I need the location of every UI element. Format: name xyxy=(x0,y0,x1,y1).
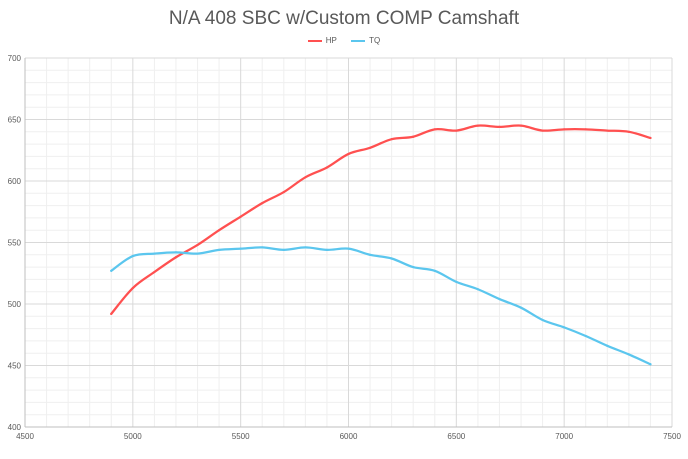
legend-swatch-tq xyxy=(351,39,366,42)
data-point-tq xyxy=(282,248,285,251)
data-point-hp xyxy=(282,190,285,194)
data-point-tq xyxy=(649,363,652,366)
data-point-hp xyxy=(606,129,609,132)
data-point-tq xyxy=(433,269,436,272)
data-point-hp xyxy=(131,286,134,290)
data-point-hp xyxy=(174,256,178,259)
tick-labels: 4500 5000 5500 6000 6500 7000 7500 400 450 500 550… xyxy=(8,54,682,441)
x-tick-label: 5000 xyxy=(124,432,142,441)
data-point-hp xyxy=(433,128,436,131)
data-point-tq xyxy=(325,248,329,251)
y-tick-label: 550 xyxy=(8,239,22,248)
data-point-hp xyxy=(541,129,544,132)
legend: HP TQ xyxy=(0,36,688,45)
data-point-tq xyxy=(174,251,178,254)
data-point-hp xyxy=(584,128,587,131)
data-point-tq xyxy=(153,252,156,255)
y-tick-label: 400 xyxy=(8,423,22,432)
data-point-hp xyxy=(649,136,652,140)
data-point-tq xyxy=(519,306,523,309)
data-point-hp xyxy=(563,128,566,131)
major-grid xyxy=(24,57,673,428)
data-point-tq xyxy=(584,334,587,338)
legend-item-hp: HP xyxy=(307,36,337,45)
x-tick-label: 6000 xyxy=(340,432,358,441)
data-point-hp xyxy=(239,215,242,218)
data-point-tq xyxy=(606,344,609,347)
data-point-hp xyxy=(153,270,156,274)
y-tick-label: 600 xyxy=(8,177,22,186)
data-point-tq xyxy=(627,353,630,356)
data-point-hp xyxy=(218,229,221,232)
x-tick-label: 5500 xyxy=(232,432,250,441)
legend-swatch-hp xyxy=(307,39,322,42)
series-hp xyxy=(110,124,652,315)
x-tick-label: 6500 xyxy=(447,432,465,441)
data-point-tq xyxy=(347,247,350,250)
data-point-tq xyxy=(498,297,501,301)
series-tq xyxy=(110,246,652,366)
data-point-tq xyxy=(390,257,393,260)
data-point-hp xyxy=(455,129,458,132)
data-point-hp xyxy=(498,125,501,128)
x-tick-label: 4500 xyxy=(16,432,34,441)
legend-item-tq: TQ xyxy=(351,36,380,45)
data-point-tq xyxy=(476,288,479,291)
data-point-tq xyxy=(218,248,221,251)
data-point-hp xyxy=(627,130,630,133)
x-tick-label: 7000 xyxy=(555,432,573,441)
y-tick-label: 450 xyxy=(8,362,22,371)
data-point-hp xyxy=(412,135,415,138)
data-point-hp xyxy=(325,166,329,169)
y-tick-label: 650 xyxy=(8,116,22,125)
series-line-tq xyxy=(110,246,652,366)
data-point-tq xyxy=(196,252,199,255)
data-point-hp xyxy=(347,152,350,156)
series-layer xyxy=(110,124,652,366)
data-point-tq xyxy=(261,246,264,249)
data-point-hp xyxy=(196,243,199,247)
data-point-hp xyxy=(390,138,393,141)
data-point-hp xyxy=(261,202,264,205)
data-point-hp xyxy=(110,312,113,315)
x-tick-label: 7500 xyxy=(663,432,681,441)
data-point-tq xyxy=(304,246,307,249)
data-point-tq xyxy=(131,254,134,258)
axis-frame xyxy=(24,58,672,428)
data-point-tq xyxy=(541,318,544,322)
data-point-hp xyxy=(476,124,479,127)
data-point-hp xyxy=(368,146,372,149)
legend-label-hp: HP xyxy=(325,36,337,45)
y-tick-label: 700 xyxy=(8,54,22,63)
y-tick-label: 500 xyxy=(8,300,22,309)
data-point-tq xyxy=(412,266,415,269)
data-point-hp xyxy=(519,124,523,127)
legend-label-tq: TQ xyxy=(369,36,381,45)
data-point-tq xyxy=(239,247,242,250)
chart-title: N/A 408 SBC w/Custom COMP Camshaft xyxy=(168,8,520,29)
data-point-tq xyxy=(563,326,566,329)
data-point-tq xyxy=(455,280,458,283)
data-point-hp xyxy=(304,176,307,179)
data-point-tq xyxy=(110,269,113,272)
series-line-hp xyxy=(110,124,652,315)
data-point-tq xyxy=(368,253,372,256)
